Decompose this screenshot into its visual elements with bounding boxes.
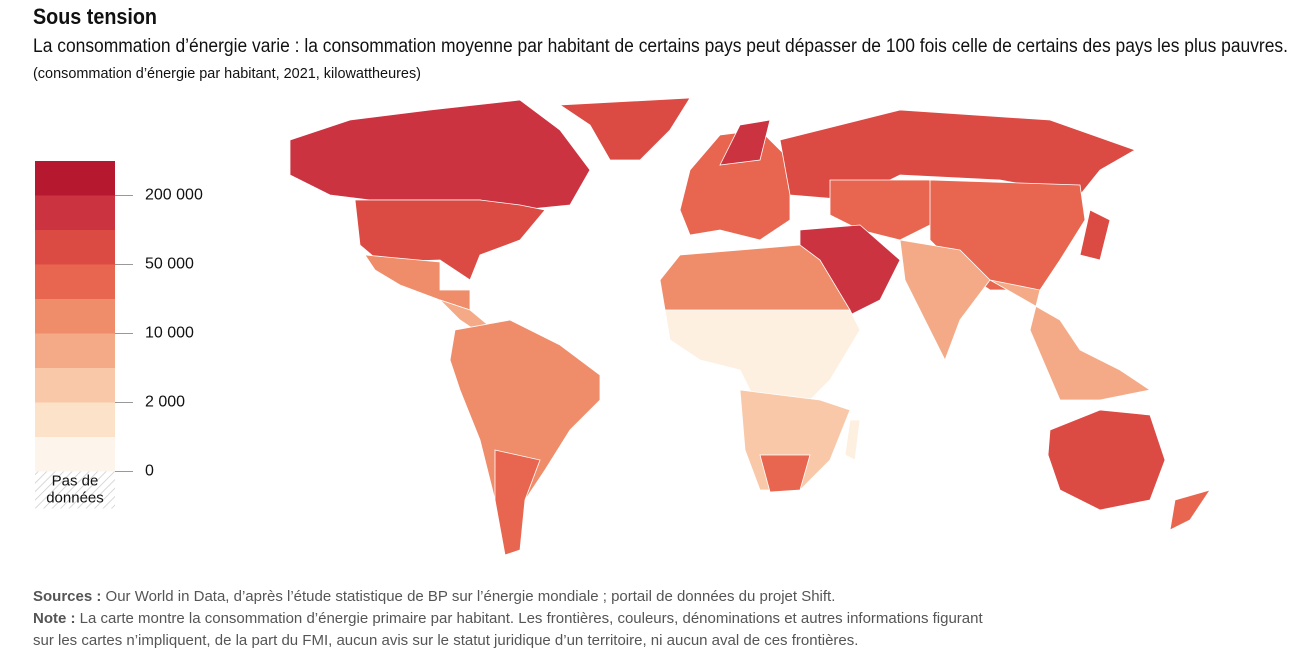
legend-swatch — [35, 230, 115, 265]
madagascar — [844, 419, 861, 461]
legend-tick-label: 10 000 — [145, 325, 194, 342]
sources-text: Our World in Data, d’après l’étude stati… — [106, 588, 836, 605]
australia — [1047, 409, 1166, 511]
sources: Sources : Our World in Data, d’après l’é… — [33, 588, 835, 605]
note: Note : La carte montre la consommation d… — [33, 610, 983, 627]
note-line: sur les cartes n’impliquent, de la part … — [33, 632, 858, 649]
legend-tick-label: 50 000 — [145, 256, 194, 273]
title: Sous tension — [33, 4, 157, 29]
world-map — [289, 97, 1211, 556]
legend-swatch — [35, 299, 115, 334]
unit: (consommation d’énergie par habitant, 20… — [33, 65, 421, 82]
india — [899, 239, 991, 361]
southeast-asia — [989, 279, 1152, 401]
note-label: Note : — [33, 610, 76, 627]
subtitle: La consommation d’énergie varie : la con… — [33, 36, 1288, 57]
canada — [289, 99, 591, 211]
legend-tick-label: 2 000 — [145, 394, 185, 411]
legend-swatch — [35, 368, 115, 403]
greenland — [558, 97, 691, 161]
south-africa — [759, 454, 811, 493]
sources-label: Sources : — [33, 588, 101, 605]
japan — [1079, 209, 1111, 261]
legend-tick-label: 0 — [145, 463, 154, 480]
legend-swatch — [35, 402, 115, 437]
note-line: La carte montre la consommation d’énergi… — [80, 610, 984, 627]
south-america — [449, 319, 601, 556]
legend-tick-label: 200 000 — [145, 187, 203, 204]
no-data-swatch — [35, 471, 115, 509]
legend-swatch — [35, 195, 115, 230]
argentina — [494, 449, 541, 556]
legend-swatch — [35, 264, 115, 299]
legend-swatch — [35, 437, 115, 472]
no-data-label: données — [46, 489, 104, 506]
scandinavia — [719, 119, 771, 166]
no-data-label: Pas de — [52, 472, 99, 489]
legend-swatch — [35, 161, 115, 196]
new-zealand — [1169, 489, 1211, 531]
legend-swatch — [35, 333, 115, 368]
